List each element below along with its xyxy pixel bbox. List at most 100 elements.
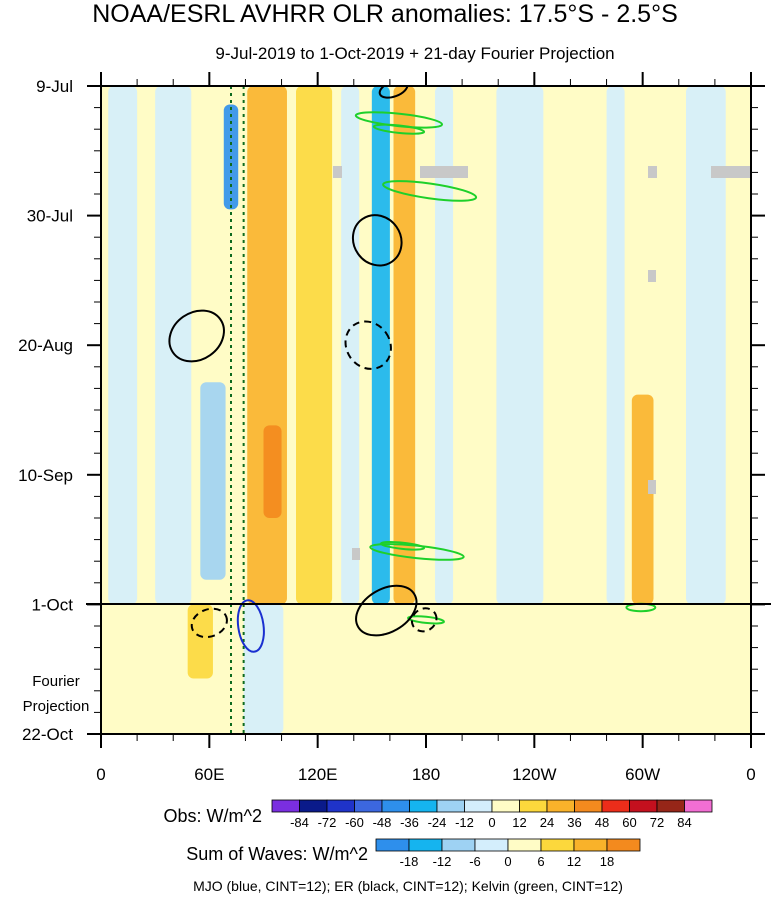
- legend-swatch: [474, 838, 509, 852]
- x-tick-label: 60W: [625, 765, 660, 784]
- anomaly-band: [296, 86, 333, 605]
- anomaly-band: [371, 86, 390, 605]
- legend-swatch: [491, 799, 520, 813]
- missing-data-patch: [711, 166, 751, 178]
- waves-legend-label: Sum of Waves: W/m^2: [186, 844, 368, 864]
- legend-level: 0: [504, 854, 511, 869]
- chart-title: NOAA/ESRL AVHRR OLR anomalies: 17.5°S - …: [92, 0, 678, 28]
- x-axis: 0 60E 120E 180 120W 60W 0: [96, 72, 756, 784]
- legend-swatch: [299, 799, 328, 813]
- kelvin-contour: [372, 123, 426, 135]
- legend-level: -12: [455, 815, 474, 830]
- kelvin-contour: [379, 540, 426, 551]
- wave-contours: [168, 86, 657, 653]
- legend-swatch: [408, 838, 443, 852]
- er-contour: [410, 607, 438, 633]
- y-tick-label: 10-Sep: [18, 466, 73, 485]
- y-axis: 9-Jul 30-Jul 20-Aug 10-Sep 1-Oct 22-Oct: [18, 77, 765, 744]
- legend-swatch: [684, 799, 713, 813]
- legend-level: 60: [622, 815, 636, 830]
- legend-level: 0: [488, 815, 495, 830]
- contour-note: MJO (blue, CINT=12); ER (black, CINT=12)…: [193, 878, 623, 894]
- legend-level: -72: [318, 815, 337, 830]
- legend-swatch: [540, 838, 575, 852]
- legend-level: 24: [540, 815, 554, 830]
- legend-swatch: [441, 838, 476, 852]
- missing-data-patch: [352, 548, 360, 560]
- y-tick-label: 22-Oct: [22, 725, 73, 744]
- missing-data-patch: [420, 166, 468, 178]
- er-contour: [351, 214, 403, 267]
- legend-swatch: [271, 799, 300, 813]
- x-tick-label: 120W: [512, 765, 556, 784]
- legend-level: -12: [433, 854, 452, 869]
- legend-swatch: [573, 838, 608, 852]
- legend-level: 6: [537, 854, 544, 869]
- anomaly-band: [686, 86, 726, 605]
- legend-swatch: [574, 799, 603, 813]
- legend-swatch: [354, 799, 383, 813]
- projection-label-line1: Fourier: [32, 673, 80, 690]
- er-contour: [355, 584, 418, 637]
- anomaly-band: [200, 382, 226, 580]
- legend-swatch: [436, 799, 465, 813]
- legend-swatch: [375, 838, 410, 852]
- er-contour: [344, 320, 392, 370]
- anomaly-band: [108, 86, 138, 605]
- x-tick-label: 120E: [298, 765, 338, 784]
- projection-label-line2: Projection: [23, 698, 90, 715]
- legend-level: -18: [400, 854, 419, 869]
- legend-level: 84: [677, 815, 691, 830]
- legend-swatch: [507, 838, 542, 852]
- anomaly-band: [435, 86, 454, 605]
- legend-level: -48: [373, 815, 392, 830]
- legend-level: -36: [400, 815, 419, 830]
- legend-swatch: [546, 799, 575, 813]
- legend-swatch: [409, 799, 438, 813]
- legend-level: 18: [600, 854, 614, 869]
- legend-level: 72: [650, 815, 664, 830]
- legend-swatch: [601, 799, 630, 813]
- waves-legend: -18 -12 -6 0 6 12 18: [375, 838, 641, 869]
- mjo-contour: [236, 599, 265, 653]
- x-tick-label: 0: [96, 765, 105, 784]
- anomaly-band: [243, 604, 284, 734]
- legend-swatch: [464, 799, 493, 813]
- er-contour: [168, 309, 225, 363]
- legend-level: -6: [469, 854, 481, 869]
- y-tick-label: 9-Jul: [36, 77, 73, 96]
- er-contour: [190, 607, 228, 639]
- anomaly-band: [341, 86, 360, 605]
- missing-data-patch: [648, 270, 656, 282]
- missing-data-patch: [333, 166, 342, 178]
- plot-area: [101, 86, 751, 734]
- legend-level: 12: [567, 854, 581, 869]
- anomaly-band: [155, 86, 192, 605]
- anomaly-band: [393, 86, 416, 605]
- chart-subtitle: 9-Jul-2019 to 1-Oct-2019 + 21-day Fourie…: [215, 44, 614, 63]
- obs-legend: -84 -72 -60 -48 -36 -24 -12 0 12 24 36 48 60 72 84: [271, 799, 713, 830]
- legend-swatch: [326, 799, 355, 813]
- legend-level: 48: [595, 815, 609, 830]
- kelvin-contour: [407, 615, 445, 625]
- missing-data-patch: [648, 166, 657, 178]
- x-tick-label: 60E: [194, 765, 224, 784]
- missing-data-patches: [333, 166, 751, 560]
- legend-level: -24: [428, 815, 447, 830]
- legend-level: 12: [512, 815, 526, 830]
- legend-swatch: [629, 799, 658, 813]
- anomaly-band: [187, 604, 213, 679]
- reference-lines: [230, 86, 245, 734]
- x-tick-label: 180: [412, 765, 440, 784]
- anomaly-band: [606, 86, 625, 605]
- anomaly-band: [496, 86, 544, 605]
- kelvin-contour: [382, 180, 478, 202]
- legend-level: -60: [345, 815, 364, 830]
- anomaly-band: [247, 86, 287, 605]
- y-tick-label: 30-Jul: [27, 207, 73, 226]
- y-tick-label: 20-Aug: [18, 336, 73, 355]
- legend-swatch: [606, 838, 641, 852]
- legend-level: -84: [290, 815, 309, 830]
- legend-swatch: [519, 799, 548, 813]
